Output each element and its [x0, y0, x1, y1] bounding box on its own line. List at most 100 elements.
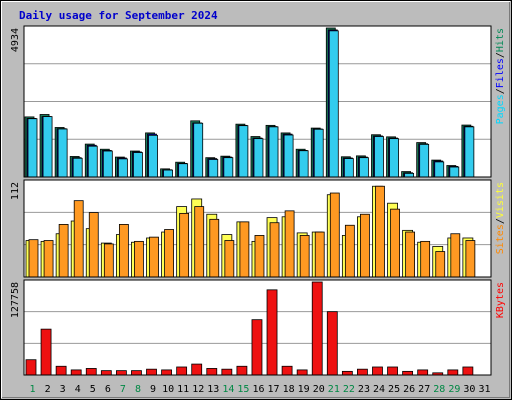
- day-label-18: 18: [283, 384, 295, 395]
- bar-kbytes-day-29: [447, 369, 459, 376]
- day-label-15: 15: [237, 384, 249, 395]
- legend-hits: Hits: [495, 28, 506, 52]
- bar-pages-day-21: [328, 30, 339, 178]
- legend-bottom: KBytes: [495, 282, 506, 318]
- bar-kbytes-day-10: [161, 369, 172, 376]
- bar-pages-day-10: [163, 169, 173, 178]
- bar-pages-day-18: [283, 134, 294, 178]
- chart-title: Daily usage for September 2024: [19, 9, 218, 22]
- bar-sites-day-28: [435, 251, 446, 278]
- bar-sites-day-29: [450, 233, 461, 278]
- bar-sites-day-26: [405, 231, 416, 278]
- day-label-5: 5: [90, 384, 96, 395]
- day-label-31: 31: [478, 384, 490, 395]
- bar-kbytes-day-18: [281, 365, 293, 376]
- bar-kbytes-day-8: [131, 370, 142, 376]
- bar-kbytes-day-17: [266, 289, 278, 376]
- day-label-4: 4: [75, 384, 81, 395]
- plot-border-bottom: [23, 279, 492, 376]
- bar-pages-day-3: [57, 128, 68, 178]
- day-label-13: 13: [207, 384, 219, 395]
- bar-kbytes-day-25: [387, 366, 398, 376]
- legend-sep: /: [495, 218, 506, 224]
- bar-sites-day-4: [73, 200, 84, 278]
- day-label-22: 22: [343, 384, 355, 395]
- bar-pages-day-23: [359, 157, 369, 178]
- bar-sites-day-11: [179, 212, 190, 278]
- bar-sites-day-17: [269, 222, 280, 278]
- bar-sites-day-5: [88, 212, 99, 278]
- bar-sites-day-22: [344, 224, 355, 278]
- bar-sites-day-19: [299, 235, 310, 278]
- day-label-14: 14: [222, 384, 234, 395]
- day-label-1: 1: [30, 384, 36, 395]
- day-label-20: 20: [313, 384, 325, 395]
- bar-kbytes-day-30: [462, 366, 474, 376]
- bar-pages-day-12: [193, 122, 204, 178]
- bar-kbytes-day-14: [221, 368, 233, 376]
- bar-pages-day-20: [313, 128, 324, 178]
- bar-kbytes-day-16: [251, 319, 263, 376]
- bar-sites-day-6: [103, 243, 114, 278]
- bar-pages-day-22: [343, 158, 354, 178]
- bar-pages-day-15: [238, 125, 249, 178]
- day-label-21: 21: [328, 384, 340, 395]
- bar-sites-day-30: [465, 240, 476, 278]
- day-label-25: 25: [388, 384, 400, 395]
- bar-sites-day-27: [420, 240, 431, 278]
- bar-kbytes-day-24: [372, 366, 383, 376]
- legend-middle: Sites/Visits: [495, 182, 506, 254]
- bar-kbytes-day-21: [326, 311, 338, 376]
- max-value-label-middle: 112: [10, 182, 21, 200]
- bar-kbytes-day-7: [115, 370, 127, 376]
- day-label-8: 8: [135, 384, 141, 395]
- panel-middle: 112 Sites/Visits: [10, 179, 506, 278]
- bar-kbytes-day-11: [176, 366, 188, 376]
- bar-pages-day-14: [223, 157, 234, 178]
- bar-kbytes-day-20: [311, 281, 323, 376]
- bar-pages-day-6: [102, 150, 113, 178]
- bar-sites-day-25: [390, 208, 400, 278]
- max-value-label-top: 4934: [10, 28, 21, 52]
- bar-pages-day-4: [72, 157, 83, 178]
- plot-border-middle: [23, 179, 492, 278]
- bar-pages-day-9: [148, 134, 158, 178]
- day-label-3: 3: [60, 384, 66, 395]
- x-axis-day-labels: 1 2 3 4 5 6 7 8 9 10 11 12 13 14 15 16 17 18 19 20 21 22 23 24 2…: [30, 384, 491, 395]
- bar-kbytes-day-12: [191, 363, 203, 376]
- bar-kbytes-day-26: [402, 370, 414, 376]
- bar-sites-day-16: [254, 235, 265, 278]
- day-label-24: 24: [373, 384, 385, 395]
- bar-sites-day-21: [329, 192, 340, 278]
- bar-sites-day-13: [209, 218, 220, 278]
- bar-kbytes-day-1: [25, 359, 37, 376]
- bar-sites-day-7: [118, 224, 129, 278]
- bar-pages-day-30: [464, 126, 475, 178]
- legend-visits: Visits: [495, 182, 506, 218]
- bar-kbytes-day-27: [417, 369, 429, 376]
- bar-sites-day-18: [284, 210, 295, 278]
- bar-sites-day-14: [224, 240, 235, 278]
- bar-pages-day-7: [117, 158, 128, 178]
- bar-kbytes-day-4: [70, 369, 82, 376]
- day-label-16: 16: [252, 384, 264, 395]
- day-label-10: 10: [162, 384, 174, 395]
- bar-pages-day-29: [449, 166, 460, 178]
- legend-sep: /: [495, 52, 506, 58]
- bar-pages-day-24: [374, 136, 384, 178]
- day-label-29: 29: [448, 384, 460, 395]
- bar-sites-day-2: [43, 240, 54, 278]
- bar-pages-day-8: [133, 152, 143, 178]
- day-label-17: 17: [268, 384, 280, 395]
- day-label-27: 27: [418, 384, 430, 395]
- bar-pages-day-5: [87, 145, 98, 178]
- bar-pages-day-1: [27, 118, 38, 178]
- bar-sites-day-8: [134, 240, 144, 278]
- day-label-12: 12: [192, 384, 204, 395]
- bar-sites-day-20: [314, 231, 325, 278]
- bar-pages-day-13: [208, 159, 219, 178]
- bar-pages-day-27: [419, 143, 430, 178]
- bar-sites-day-9: [149, 236, 159, 278]
